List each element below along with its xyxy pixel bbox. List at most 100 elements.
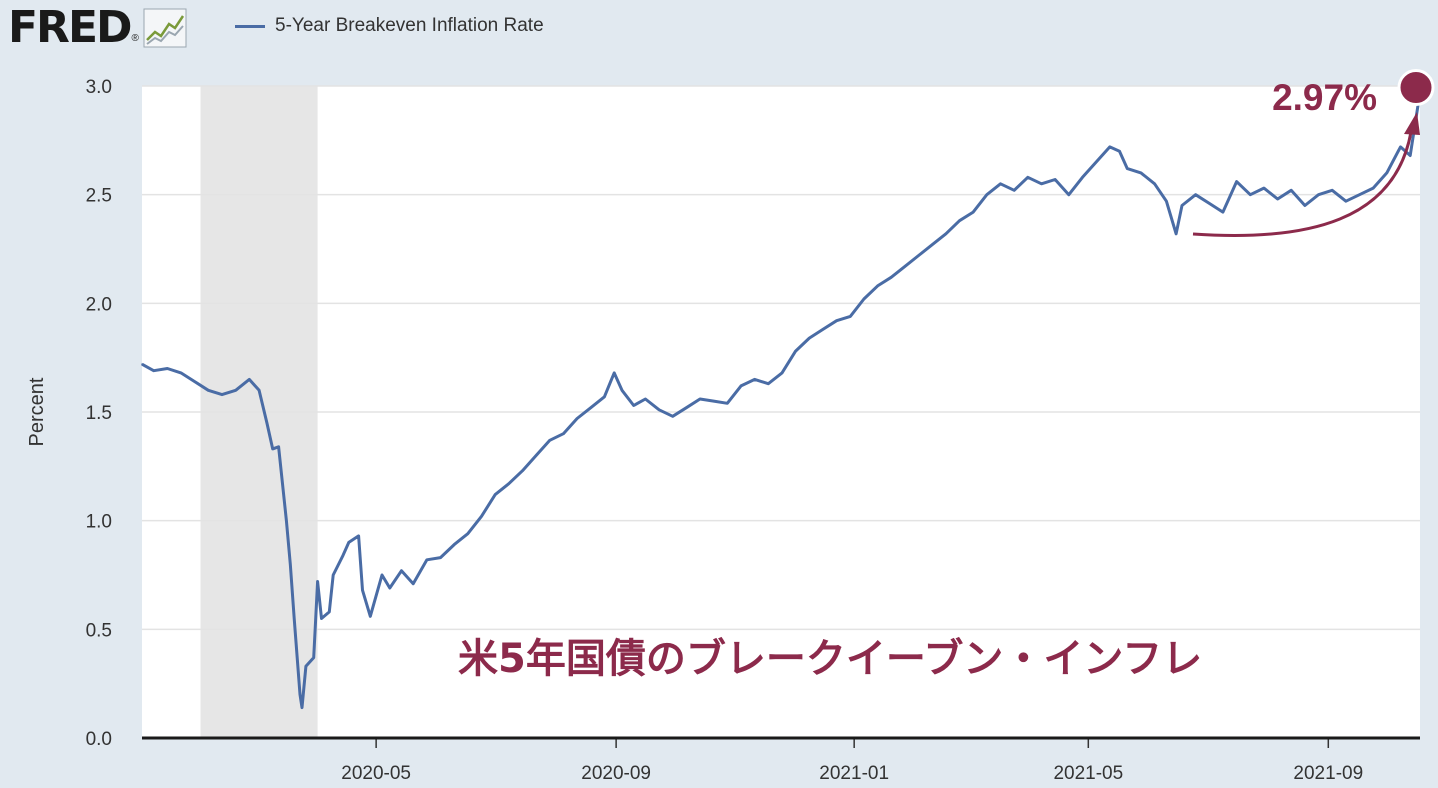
data-point <box>1409 154 1412 157</box>
data-point <box>271 448 274 450</box>
data-point <box>1013 189 1015 192</box>
data-point <box>320 617 323 620</box>
data-point <box>972 211 974 213</box>
data-point <box>876 285 879 287</box>
data-point <box>726 402 729 405</box>
data-point <box>258 389 260 392</box>
arrow-head <box>1404 112 1420 135</box>
data-point <box>193 380 196 383</box>
data-point <box>361 589 364 592</box>
x-tick-label: 2021-01 <box>819 763 889 784</box>
data-point <box>1040 183 1043 185</box>
y-tick-label: 1.0 <box>86 512 112 533</box>
data-point <box>305 665 307 668</box>
data-point <box>1331 189 1333 192</box>
trend-arrow <box>1192 131 1413 238</box>
y-tick-label: 3.0 <box>86 77 112 98</box>
data-point <box>1140 172 1142 174</box>
data-point <box>312 656 315 659</box>
data-point <box>1067 193 1070 196</box>
y-tick-label: 2.0 <box>86 294 112 315</box>
data-point <box>945 232 947 235</box>
data-point <box>1175 232 1177 235</box>
data-point <box>381 574 383 576</box>
y-tick-label: 2.5 <box>86 186 112 207</box>
data-point <box>863 298 865 300</box>
data-point <box>289 563 292 565</box>
data-point <box>152 369 155 372</box>
data-point <box>958 219 961 222</box>
data-point <box>426 558 428 561</box>
data-point <box>348 541 350 544</box>
data-point <box>357 535 360 537</box>
data-point <box>917 254 920 257</box>
data-point <box>328 611 331 613</box>
data-point <box>207 389 210 392</box>
data-point <box>299 693 301 696</box>
data-point <box>293 617 295 620</box>
chart-line-icon <box>143 8 187 48</box>
x-tick-label: 2021-09 <box>1293 763 1363 784</box>
data-point <box>613 372 615 374</box>
data-point <box>285 519 288 522</box>
registered-mark: ® <box>131 33 139 44</box>
data-point <box>794 350 797 352</box>
data-point <box>671 415 674 418</box>
data-point <box>1345 200 1347 202</box>
data-point <box>316 580 319 583</box>
data-point <box>808 337 811 339</box>
x-tick-label: 2020-05 <box>341 763 411 784</box>
legend-swatch <box>235 24 265 28</box>
data-point <box>1126 167 1129 170</box>
data-point <box>412 582 415 585</box>
latest-value-marker <box>1397 69 1435 107</box>
data-point <box>1290 189 1293 192</box>
data-point <box>221 393 223 396</box>
data-point <box>890 276 893 279</box>
data-point <box>1358 193 1361 196</box>
fred-logo[interactable]: FRED ® <box>8 4 187 52</box>
y-tick-label: 0.0 <box>86 729 112 750</box>
data-point <box>277 445 280 448</box>
data-point <box>400 569 403 572</box>
data-point <box>180 372 182 374</box>
data-point <box>141 363 143 365</box>
series-line <box>141 92 1422 710</box>
data-point <box>699 398 701 400</box>
data-point <box>266 422 268 424</box>
data-point <box>986 193 988 196</box>
data-point <box>1194 193 1197 196</box>
header: FRED ® 5-Year Breakeven Inflation Rate <box>0 0 1438 56</box>
data-point <box>712 400 715 402</box>
latest-value-label: 2.97% <box>1272 77 1377 118</box>
data-point <box>1208 202 1211 205</box>
data-point <box>1304 204 1306 207</box>
data-point <box>644 398 647 400</box>
x-tick-label: 2021-05 <box>1053 763 1123 784</box>
data-point <box>576 417 578 420</box>
legend-label: 5-Year Breakeven Inflation Rate <box>275 15 544 36</box>
data-point <box>439 556 442 559</box>
data-point <box>685 406 688 409</box>
logo-text: FRED <box>8 2 133 53</box>
data-point <box>494 493 496 496</box>
x-tick-label: 2020-09 <box>581 763 651 784</box>
data-point <box>508 482 510 485</box>
y-tick-label: 1.5 <box>86 403 112 424</box>
data-point <box>234 389 237 392</box>
data-point <box>453 543 455 546</box>
data-point <box>1027 176 1029 179</box>
data-point <box>621 389 623 392</box>
data-point <box>1165 200 1168 202</box>
chart-legend: 5-Year Breakeven Inflation Rate <box>235 12 544 40</box>
data-point <box>1386 172 1388 174</box>
data-point <box>388 587 391 589</box>
data-point <box>1276 198 1279 200</box>
data-point <box>1108 146 1111 148</box>
caption-annotation: 米5年国債のブレークイーブン・インフレ <box>458 636 1202 682</box>
data-point <box>1249 193 1252 196</box>
y-tick-label: 0.5 <box>86 620 112 641</box>
data-point <box>1153 183 1156 185</box>
data-point <box>1222 211 1224 213</box>
